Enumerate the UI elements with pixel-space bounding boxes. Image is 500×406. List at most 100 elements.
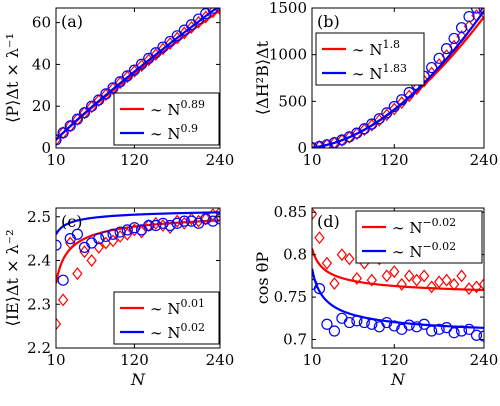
panel-tag: (c) xyxy=(61,212,82,231)
axis-frame xyxy=(55,207,221,349)
data-point xyxy=(344,252,355,266)
data-point xyxy=(441,322,453,334)
y-tick-label: 0 xyxy=(297,139,307,157)
data-point xyxy=(171,217,183,229)
legend-label: ∼ N0.01 xyxy=(150,297,205,318)
data-point xyxy=(178,24,190,36)
data-point xyxy=(351,271,363,285)
data-point xyxy=(441,42,453,55)
data-point xyxy=(114,76,126,88)
y-tick-label: 0 xyxy=(41,139,51,157)
y-tick-label: 0.85 xyxy=(274,203,307,221)
legend-label: ∼ N1.83 xyxy=(352,62,407,83)
axis-frame xyxy=(311,207,485,349)
data-point xyxy=(150,47,162,59)
series-line xyxy=(312,10,484,148)
data-point xyxy=(164,35,176,48)
data-point xyxy=(121,224,133,236)
y-tick-label: 40 xyxy=(32,55,51,73)
data-point xyxy=(78,107,91,119)
x-tick-label: 240 xyxy=(470,151,499,169)
data-point xyxy=(57,127,69,139)
data-point xyxy=(463,323,475,335)
legend-label: ∼ N0.02 xyxy=(150,321,205,342)
data-point xyxy=(56,317,62,331)
data-point xyxy=(470,329,483,341)
data-point xyxy=(336,134,348,146)
x-tick-label: 10 xyxy=(46,151,65,169)
data-point xyxy=(373,113,385,125)
data-point xyxy=(426,325,438,337)
data-point xyxy=(426,280,437,294)
data-point xyxy=(185,215,198,227)
plot-area xyxy=(56,208,220,331)
plot-area xyxy=(56,8,220,147)
data-point xyxy=(419,269,430,283)
axis-frame xyxy=(55,7,221,149)
data-point xyxy=(411,273,422,287)
data-point xyxy=(448,327,460,339)
data-point xyxy=(128,222,141,234)
data-point xyxy=(86,100,98,112)
data-point xyxy=(121,70,133,82)
y-tick-label: 0.75 xyxy=(274,288,307,306)
x-axis-label: N xyxy=(130,370,146,389)
data-point xyxy=(93,233,105,245)
data-point xyxy=(57,293,69,307)
y-tick-label: 1500 xyxy=(269,0,307,17)
x-tick-label: 10 xyxy=(46,351,65,369)
data-point xyxy=(214,213,220,225)
data-point xyxy=(100,230,112,243)
y-tick-label: 20 xyxy=(32,97,51,115)
data-point xyxy=(343,316,355,329)
legend: ∼ N−0.02 ∼ N−0.02 xyxy=(355,210,483,264)
data-point xyxy=(135,58,148,70)
data-point xyxy=(366,118,378,130)
data-point xyxy=(470,8,483,14)
legend-label: ∼ N−0.02 xyxy=(392,240,456,261)
data-point xyxy=(321,256,333,270)
data-point xyxy=(207,215,219,227)
x-tick-label: 240 xyxy=(470,351,499,369)
x-tick-label: 240 xyxy=(206,351,235,369)
data-point xyxy=(433,275,445,289)
legend: ∼ N1.8 ∼ N1.83 xyxy=(315,32,425,86)
y-tick-label: 0.7 xyxy=(283,331,307,349)
panel-d: 10 120 240 0.7 0.75 0.8 0.85 (d) cos θP N ∼ N−0.02… xyxy=(253,203,498,389)
panel-tag: (b) xyxy=(317,12,340,31)
data-point xyxy=(404,269,415,283)
data-point xyxy=(150,219,162,232)
data-point xyxy=(336,248,348,262)
series-line xyxy=(56,211,220,235)
y-tick-label: 60 xyxy=(32,14,51,32)
data-point xyxy=(79,245,90,259)
data-point xyxy=(433,323,445,335)
legend: ∼ N0.01 ∼ N0.02 xyxy=(113,291,220,345)
data-point xyxy=(78,241,91,253)
y-tick-label: 500 xyxy=(278,92,307,110)
data-point xyxy=(56,134,62,146)
legend-label: ∼ N1.8 xyxy=(352,38,400,59)
x-axis-label: N xyxy=(390,370,406,389)
y-tick-label: 0.8 xyxy=(283,246,307,264)
legend-box xyxy=(113,92,220,146)
plot-area xyxy=(312,208,484,342)
data-point xyxy=(164,219,176,232)
data-point xyxy=(71,228,83,240)
legend-box xyxy=(315,32,425,86)
y-axis-label: ⟨P⟩Δt × λ⁻¹ xyxy=(3,33,22,123)
y-tick-label: 1000 xyxy=(269,46,307,64)
series-line xyxy=(312,268,484,329)
data-point xyxy=(396,277,407,291)
x-tick-label: 10 xyxy=(302,351,321,369)
data-point xyxy=(478,330,484,342)
y-axis-label: cos θP xyxy=(253,252,272,305)
data-point xyxy=(200,213,212,225)
data-point xyxy=(411,321,423,333)
data-point xyxy=(72,267,83,281)
data-point xyxy=(389,265,400,279)
data-point xyxy=(114,226,126,238)
axis-frame xyxy=(311,7,485,149)
data-point xyxy=(214,208,220,219)
